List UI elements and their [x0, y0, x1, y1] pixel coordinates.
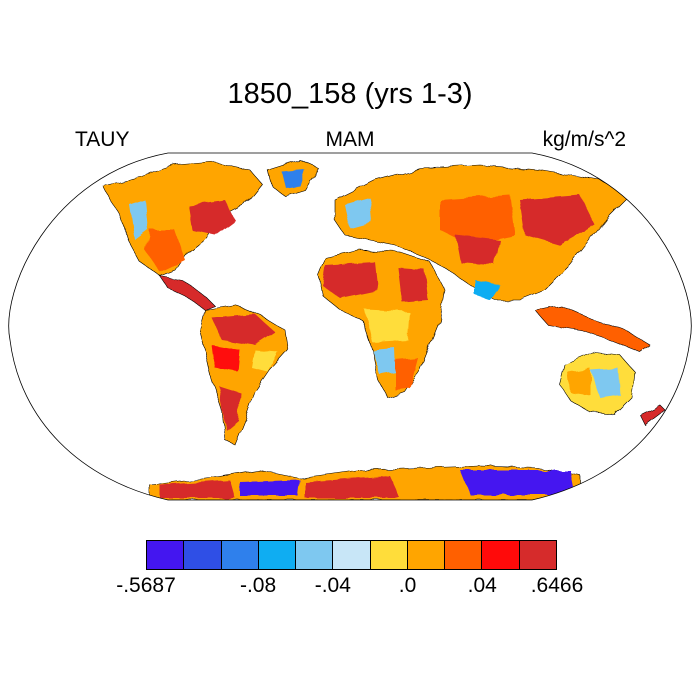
variable-label: TAUY — [75, 128, 130, 151]
season-label: MAM — [325, 128, 375, 151]
colorbar-swatch — [445, 541, 483, 569]
na-hot-east — [188, 200, 235, 235]
australia-warm-west — [568, 368, 590, 395]
africa-hot-south — [395, 358, 418, 390]
plot-title: 1850_158 (yrs 1-3) — [227, 78, 473, 110]
africa-warm-central — [365, 310, 410, 342]
na-hot-central — [145, 230, 185, 272]
colorbar-swatch — [258, 541, 297, 569]
greenland-cool — [282, 170, 305, 188]
asia-hot-east — [520, 195, 595, 245]
africa-hot-north — [322, 262, 378, 298]
land-field — [102, 159, 666, 500]
colorbar-swatch — [221, 541, 259, 569]
colorbar-swatch — [370, 541, 408, 569]
colorbar-swatch — [407, 541, 446, 569]
colorbar-swatch — [333, 541, 371, 569]
se-asia — [534, 304, 651, 353]
north-america — [102, 161, 263, 277]
units-label: kg/m/s^2 — [542, 128, 626, 151]
antarctica-cold-west — [240, 480, 300, 496]
colorbar-swatch — [147, 541, 185, 569]
asia-hot-south — [455, 235, 500, 265]
colorbar-tick-label: -.04 — [314, 574, 351, 597]
central-america — [159, 275, 216, 311]
sa-hot-north — [212, 314, 275, 345]
antarctica-hot-west — [160, 480, 235, 498]
colorbar-tick-label: .0 — [398, 574, 417, 597]
sa-warm-east — [252, 350, 278, 372]
na-cool-west — [130, 200, 148, 240]
colorbar-tick-label: -.5687 — [116, 574, 176, 597]
colorbar-swatch — [184, 541, 222, 569]
map-boundary — [8, 152, 692, 501]
australia-cool — [590, 368, 620, 398]
colorbar-swatch — [482, 541, 520, 569]
africa-hot-east — [398, 268, 428, 302]
colorbar-swatch — [296, 541, 334, 569]
colorbar-tick-label: -.08 — [239, 574, 277, 597]
sa-hot-central — [212, 345, 240, 372]
colorbar-tick-label: .04 — [467, 574, 497, 597]
europe-cool — [345, 198, 372, 228]
colorbar-tick-label: .6466 — [530, 574, 584, 597]
colorbar-swatch — [519, 541, 556, 569]
india-cool — [475, 280, 500, 300]
asia-hot-central — [440, 195, 515, 245]
antarctica-hot-central — [305, 476, 400, 498]
new-zealand — [639, 404, 666, 426]
sa-hot-south — [218, 385, 240, 430]
antarctica-cold-east — [460, 470, 575, 495]
africa-cool-south — [372, 348, 396, 375]
colorbar — [146, 540, 557, 570]
